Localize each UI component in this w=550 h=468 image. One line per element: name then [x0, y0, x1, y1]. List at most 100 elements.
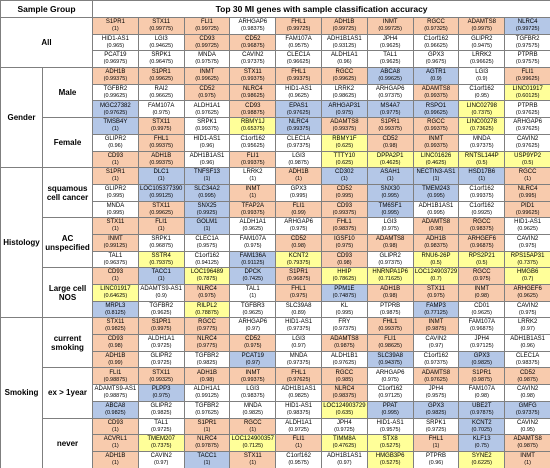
gene-cell: RGCC (0.97325) [412, 17, 460, 35]
gene-name: CD52 [382, 135, 398, 142]
gene-cell: CD93 (0.98875) [229, 100, 277, 119]
gene-name: CLEC1A [286, 52, 311, 59]
gene-name: STX11 [106, 219, 125, 226]
gene-cell: KCNT2 (0.79375) [275, 250, 322, 269]
gene-score: (0.78625) [332, 276, 357, 283]
gene-name: GLIPR2 [150, 402, 172, 409]
gene-cell: C1orf162 (0.9575) [275, 450, 322, 468]
gene-cell: LOC124903729 (0.7) [412, 267, 460, 285]
gene-cell: RGCC (0.99375) [412, 117, 460, 135]
gene-cell: FLI1 (0.98625) [366, 334, 414, 352]
gene-score: (0.96) [520, 343, 535, 350]
gene-cell: LRRK2 (1) [229, 167, 277, 185]
gene-cell: RGCC (0.9775) [183, 317, 231, 336]
gene-cell: INMT (0.98) [458, 284, 506, 302]
gene-score: (0.9775) [196, 326, 218, 333]
subgroup-label: Female [42, 117, 93, 169]
gene-cell: JPH4 (0.97125) [458, 334, 506, 352]
gene-name: C1orf162 [423, 352, 449, 359]
gene-name: INMT [428, 319, 444, 326]
gene-name: TAL1 [108, 252, 123, 259]
gene-cell: TAL1 (1) [229, 284, 277, 302]
gene-score: (0.96975) [103, 59, 128, 66]
gene-name: KL [340, 302, 349, 309]
gene-name: STX11 [106, 319, 125, 326]
gene-score: (1) [203, 426, 211, 433]
gene-cell: MNDA (0.97575) [183, 50, 231, 69]
gene-name: ABCA8 [380, 69, 401, 76]
gene-cell: PID1 (0.99625) [504, 200, 550, 219]
gene-score: (0.9875) [288, 159, 309, 166]
gene-cell: STX11 (0.9975) [137, 117, 185, 135]
gene-cell: CD93 (0.99725) [183, 33, 231, 52]
gene-cell: FLI1 (0.99725) [183, 17, 231, 35]
gene-score: (0.6225) [471, 459, 493, 466]
gene-cell: INMT (0.99725) [366, 17, 414, 35]
group-label: Gender [0, 67, 43, 169]
gene-cell: SNX25 (0.9925) [183, 200, 231, 219]
gene-name: FHL1 [382, 319, 398, 326]
gene-score: (0.995) [518, 192, 537, 199]
gene-name: RPS2P21 [468, 252, 495, 259]
gene-cell: FAM107A (0.975) [229, 233, 277, 252]
gene-cell: ALDH1A1 (0.96) [320, 50, 368, 69]
gene-name: ADH1B [334, 19, 355, 26]
gene-name: FLI1 [292, 436, 305, 443]
gene-name: ADAMTS8 [330, 336, 359, 343]
gene-score: (0.96875) [241, 42, 265, 49]
gene-name: SSTR4 [151, 252, 171, 259]
gene-score: (0.98375) [515, 359, 540, 366]
gene-score: (1) [341, 176, 348, 183]
gene-cell: CD52 (0.975) [183, 83, 231, 102]
gene-name: STX11 [243, 69, 262, 76]
gene-score: (0.99625) [515, 209, 540, 216]
gene-cell: INMT (0.99375) [412, 133, 460, 152]
gene-score: (0.975) [244, 343, 262, 350]
gene-cell: FHL1 (1) [412, 434, 460, 452]
gene-name: CD93 [107, 419, 124, 426]
gene-name: HSD17B6 [468, 169, 496, 176]
gene-score: (0.99725) [195, 42, 219, 49]
gene-cell: CAVIN2 (0.975) [504, 300, 550, 319]
gene-cell: ADAMTS8 (0.98) [366, 233, 414, 252]
gene-cell: RILPL2 (0.78875) [183, 300, 231, 319]
gene-score: (0.99) [108, 359, 123, 366]
gene-name: UBE2T [472, 402, 492, 409]
gene-score: (0.98) [474, 393, 489, 400]
gene-score: (1) [112, 159, 119, 166]
gene-name: JPH4 [474, 336, 490, 343]
gene-name: GOLM1 [196, 219, 218, 226]
gene-cell: ARHGAP6 (0.97375) [366, 83, 414, 102]
gene-score: (0.99375) [286, 126, 311, 133]
gene-name: C1orf162 [423, 35, 449, 42]
gene-name: ARHGAP31 [328, 102, 361, 109]
gene-cell: ALDH1A1 (0.9725) [275, 417, 322, 436]
gene-score: (0.97375) [286, 326, 311, 333]
gene-name: TGFBR2 [515, 35, 540, 42]
gene-cell: RSPO1 (0.99625) [412, 100, 460, 119]
gene-name: MNDA [106, 202, 125, 209]
gene-score: (0.98) [382, 293, 398, 300]
gene-score: (0.98375) [286, 409, 311, 416]
gene-cell: RGCC (0.985) [320, 367, 368, 386]
gene-score: (0.7) [430, 276, 442, 283]
gene-score: (0.975) [152, 109, 170, 116]
gene-cell: CD302 (1) [320, 167, 368, 185]
gene-name: LRRK2 [472, 52, 492, 59]
gene-cell: PTPRB (0.9875) [366, 300, 414, 319]
gene-name: TMSB4Y [103, 119, 128, 126]
gene-cell: GOLM1 (1) [183, 217, 231, 235]
gene-score: (0.9725) [425, 426, 447, 433]
gene-cell: FAM107A (0.9575) [275, 33, 322, 52]
gene-score: (0.99625) [103, 92, 128, 99]
gene-cell: STX11 (0.975) [412, 284, 460, 302]
gene-name: SYNE2 [471, 452, 492, 459]
gene-score: (0.9825) [425, 409, 447, 416]
gene-cell: MNDA (0.995) [92, 200, 139, 219]
gene-score: (1) [112, 443, 119, 450]
gene-cell: S1PR1 (0.99375) [366, 117, 414, 135]
gene-cell: RNU6-26P (0.5) [412, 250, 460, 269]
gene-score: (0.4625) [425, 159, 447, 166]
gene-name: FRY [338, 319, 351, 326]
gene-name: GLIPR2 [104, 135, 127, 142]
